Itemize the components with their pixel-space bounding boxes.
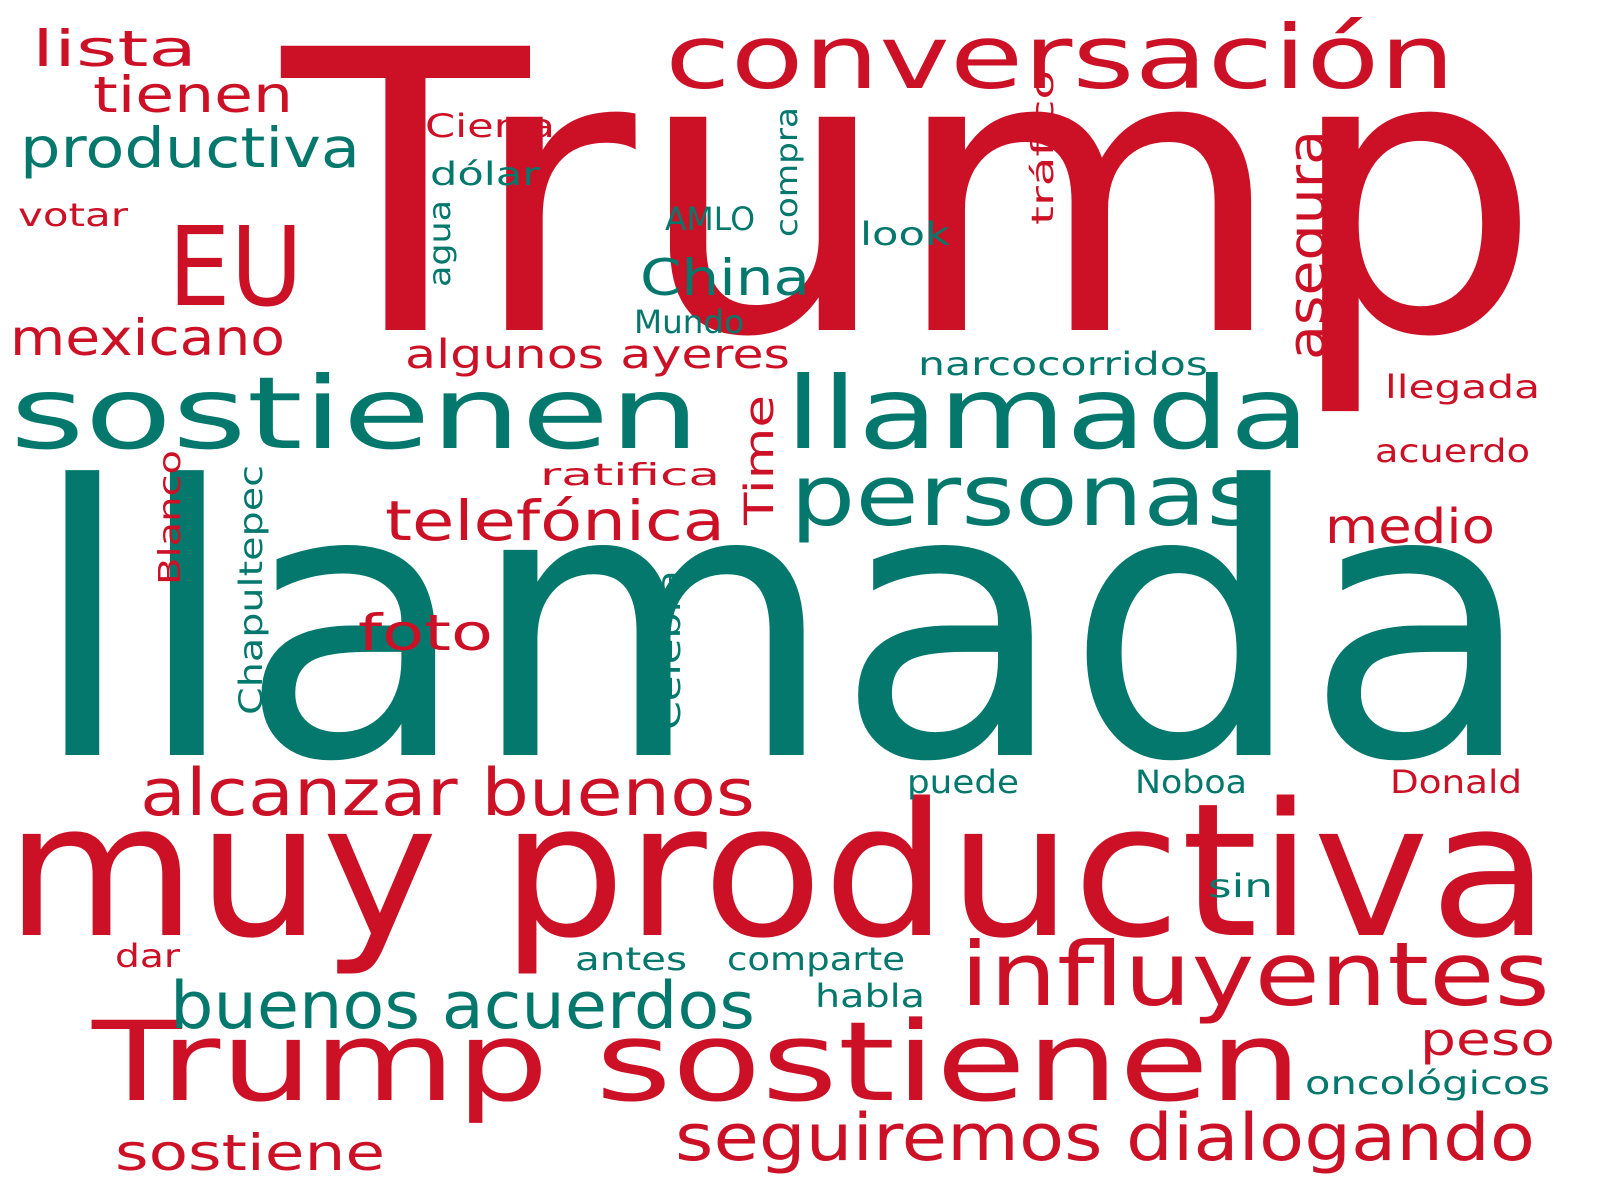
cloud-word: habla bbox=[815, 977, 925, 1015]
cloud-word: tienen bbox=[93, 66, 293, 124]
cloud-word: dólar bbox=[430, 155, 541, 193]
cloud-word: algunos ayeres bbox=[405, 332, 790, 378]
cloud-word: Celebra bbox=[650, 570, 688, 730]
cloud-word: China bbox=[640, 249, 810, 307]
cloud-word: influyentes bbox=[960, 923, 1550, 1026]
cloud-word: peso bbox=[1420, 1013, 1555, 1066]
cloud-word: asegura bbox=[1278, 130, 1338, 360]
cloud-word: EU bbox=[168, 203, 303, 331]
cloud-word: compra bbox=[770, 107, 805, 237]
cloud-word: personas bbox=[790, 447, 1260, 546]
cloud-word: oncológicos bbox=[1305, 1064, 1550, 1102]
cloud-word: Blanco bbox=[153, 450, 188, 585]
cloud-word: Time bbox=[737, 395, 783, 526]
cloud-word: ratifica bbox=[540, 458, 720, 493]
cloud-word: muy productiva bbox=[5, 763, 1550, 979]
cloud-word: sostiene bbox=[115, 1124, 385, 1182]
cloud-word: acuerdo bbox=[1375, 432, 1530, 470]
cloud-word: mexicano bbox=[10, 309, 285, 367]
cloud-word: conversación bbox=[665, 6, 1455, 109]
cloud-word: medio bbox=[1325, 499, 1495, 555]
cloud-word: Trump bbox=[276, 0, 1542, 422]
cloud-word: Chapultepec bbox=[232, 465, 270, 715]
cloud-word: Mundo bbox=[634, 303, 744, 341]
cloud-word: agua bbox=[423, 200, 458, 287]
cloud-word: telefónica bbox=[385, 489, 725, 553]
cloud-word: sin bbox=[1208, 867, 1273, 905]
cloud-word: dar bbox=[115, 937, 181, 975]
cloud-word: votar bbox=[18, 196, 129, 234]
cloud-word: Donald bbox=[1390, 763, 1522, 801]
cloud-word: AMLO bbox=[665, 200, 755, 238]
cloud-word: sostienen bbox=[10, 355, 700, 472]
cloud-word: Trump sostienen bbox=[91, 998, 1302, 1126]
cloud-word: llamada bbox=[785, 355, 1310, 472]
cloud-word: foto bbox=[358, 604, 493, 662]
cloud-word: Cierra bbox=[425, 107, 555, 145]
cloud-word: Noboa bbox=[1135, 763, 1247, 801]
cloud-word: llegada bbox=[1385, 368, 1540, 406]
cloud-word: lista bbox=[32, 20, 197, 78]
cloud-word: seguiremos dialogando bbox=[675, 1101, 1535, 1176]
cloud-word: comparte bbox=[727, 940, 905, 978]
cloud-word: alcanzar buenos bbox=[140, 756, 755, 831]
cloud-word: buenos acuerdos bbox=[170, 969, 755, 1044]
cloud-word: narcocorridos bbox=[918, 345, 1208, 383]
cloud-word: tráfico bbox=[1026, 70, 1061, 225]
cloud-word: antes bbox=[575, 940, 687, 978]
cloud-word: look bbox=[860, 215, 951, 253]
cloud-word: puede bbox=[907, 763, 1019, 801]
cloud-word: llamada bbox=[30, 408, 1535, 844]
cloud-word: productiva bbox=[20, 116, 360, 180]
